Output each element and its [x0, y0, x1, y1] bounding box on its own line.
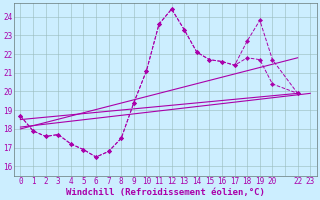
- X-axis label: Windchill (Refroidissement éolien,°C): Windchill (Refroidissement éolien,°C): [66, 188, 265, 197]
